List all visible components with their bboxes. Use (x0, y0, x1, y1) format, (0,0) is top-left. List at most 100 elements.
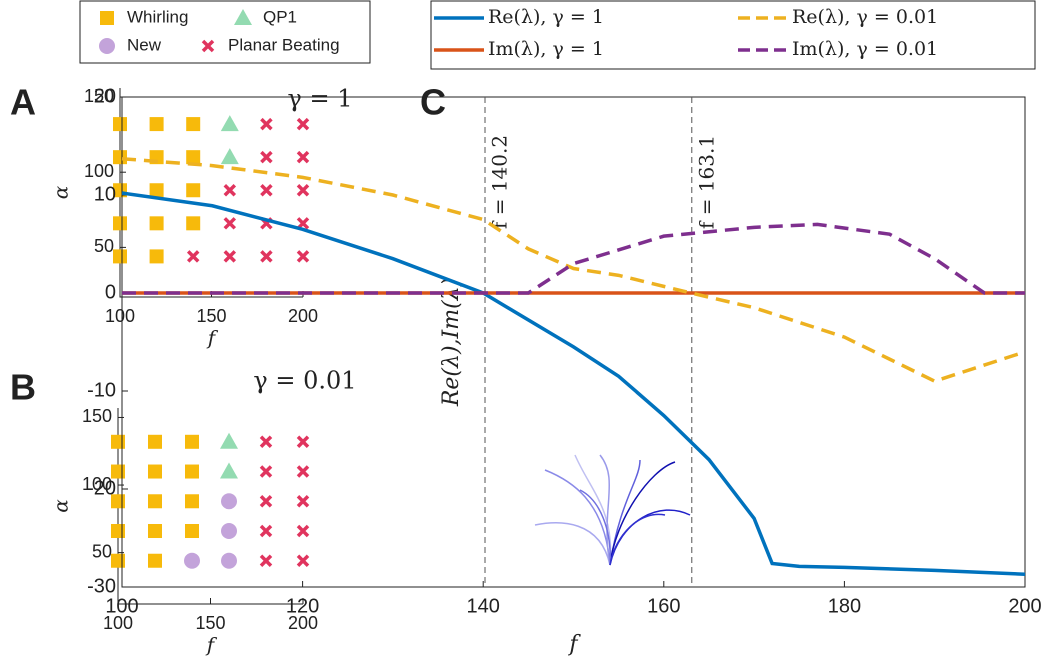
point (220, 462, 238, 479)
x-tick-label: 150 (196, 306, 226, 326)
point (296, 495, 310, 508)
legend-marker (201, 39, 215, 53)
panel-label: C (420, 82, 446, 123)
y-axis-label: Re(λ),Im(λ) (439, 278, 464, 407)
point (259, 495, 273, 508)
legend-box (430, 0, 1036, 70)
legend-label: New (127, 35, 162, 54)
point (149, 183, 164, 198)
y-tick-label: 10 (94, 183, 116, 205)
point (186, 216, 201, 231)
legend-box (79, 0, 371, 64)
point (113, 216, 127, 231)
point (220, 148, 239, 165)
legend-marker (99, 38, 115, 54)
point (223, 184, 237, 197)
point (185, 464, 199, 479)
legend-marker (234, 9, 252, 25)
point (260, 117, 273, 131)
line (121, 156, 1026, 384)
y-tick-label: 150 (84, 86, 114, 106)
point (220, 432, 238, 449)
point (149, 117, 164, 132)
point (148, 494, 162, 509)
point (185, 494, 199, 509)
x-tick-label: 100 (105, 306, 135, 326)
point (149, 249, 164, 264)
x-axis-label: f (206, 326, 219, 350)
point (113, 117, 127, 132)
y-tick-label: 50 (94, 236, 114, 256)
x-tick-label: 100 (103, 613, 133, 633)
point (186, 117, 201, 132)
point (223, 217, 237, 230)
legend-label: Im(λ), γ = 1 (488, 38, 604, 60)
point (113, 249, 127, 264)
x-axis-label: f (567, 632, 581, 657)
point (186, 183, 201, 198)
line (122, 222, 1025, 295)
annotation: γ = 0.01 (253, 367, 356, 395)
point (185, 434, 199, 449)
y-tick-label: 150 (82, 406, 112, 426)
point (186, 150, 201, 165)
panel-label: B (10, 367, 36, 408)
point (186, 250, 200, 263)
point (259, 435, 273, 449)
point (221, 552, 237, 569)
point (149, 216, 164, 231)
y-tick-label: 0 (105, 281, 116, 303)
point (113, 150, 127, 165)
point (260, 150, 273, 164)
annotation: γ = 1 (288, 85, 353, 113)
point (185, 524, 199, 539)
point (296, 250, 310, 263)
y-axis-label: α (49, 185, 73, 199)
point (260, 250, 273, 263)
y-tick-label: 50 (92, 541, 112, 561)
point (223, 250, 237, 263)
x-tick-label: 180 (828, 595, 861, 617)
y-tick-label: -10 (87, 379, 116, 401)
reference-label: f = 140.2 (488, 135, 512, 229)
plot-frame (121, 96, 1026, 588)
point (148, 553, 162, 568)
x-tick-label: 200 (288, 306, 318, 326)
point (221, 523, 237, 540)
x-tick-label: 200 (288, 613, 318, 633)
legend-label: Im(λ), γ = 0.01 (792, 38, 938, 60)
point (259, 465, 273, 478)
x-tick-label: 200 (1008, 595, 1041, 617)
panel-label: A (10, 82, 36, 123)
point (296, 217, 310, 230)
line (121, 191, 1026, 577)
point (260, 184, 273, 197)
axes (119, 88, 303, 298)
legend-label: Re(λ), γ = 0.01 (792, 6, 938, 28)
point (148, 464, 162, 479)
point (148, 524, 162, 539)
y-tick-label: 100 (82, 474, 112, 494)
reference-label: f = 163.1 (694, 135, 718, 229)
inset-filaments (534, 454, 691, 566)
point (111, 553, 125, 568)
legend-label: Whirling (127, 7, 188, 26)
point (259, 524, 273, 538)
point (296, 465, 310, 478)
axes (117, 408, 303, 605)
point (220, 115, 239, 132)
x-tick-label: 120 (286, 595, 319, 617)
point (111, 434, 125, 449)
legend-marker (100, 11, 114, 25)
x-tick-label: 160 (647, 595, 680, 617)
point (296, 150, 310, 164)
y-axis-label: α (49, 499, 73, 513)
point (111, 524, 125, 539)
point (296, 554, 310, 567)
legend-label: Re(λ), γ = 1 (488, 6, 604, 28)
point (184, 552, 200, 569)
x-tick-label: 140 (467, 595, 500, 617)
point (296, 435, 310, 449)
legend-label: Planar Beating (228, 35, 340, 54)
